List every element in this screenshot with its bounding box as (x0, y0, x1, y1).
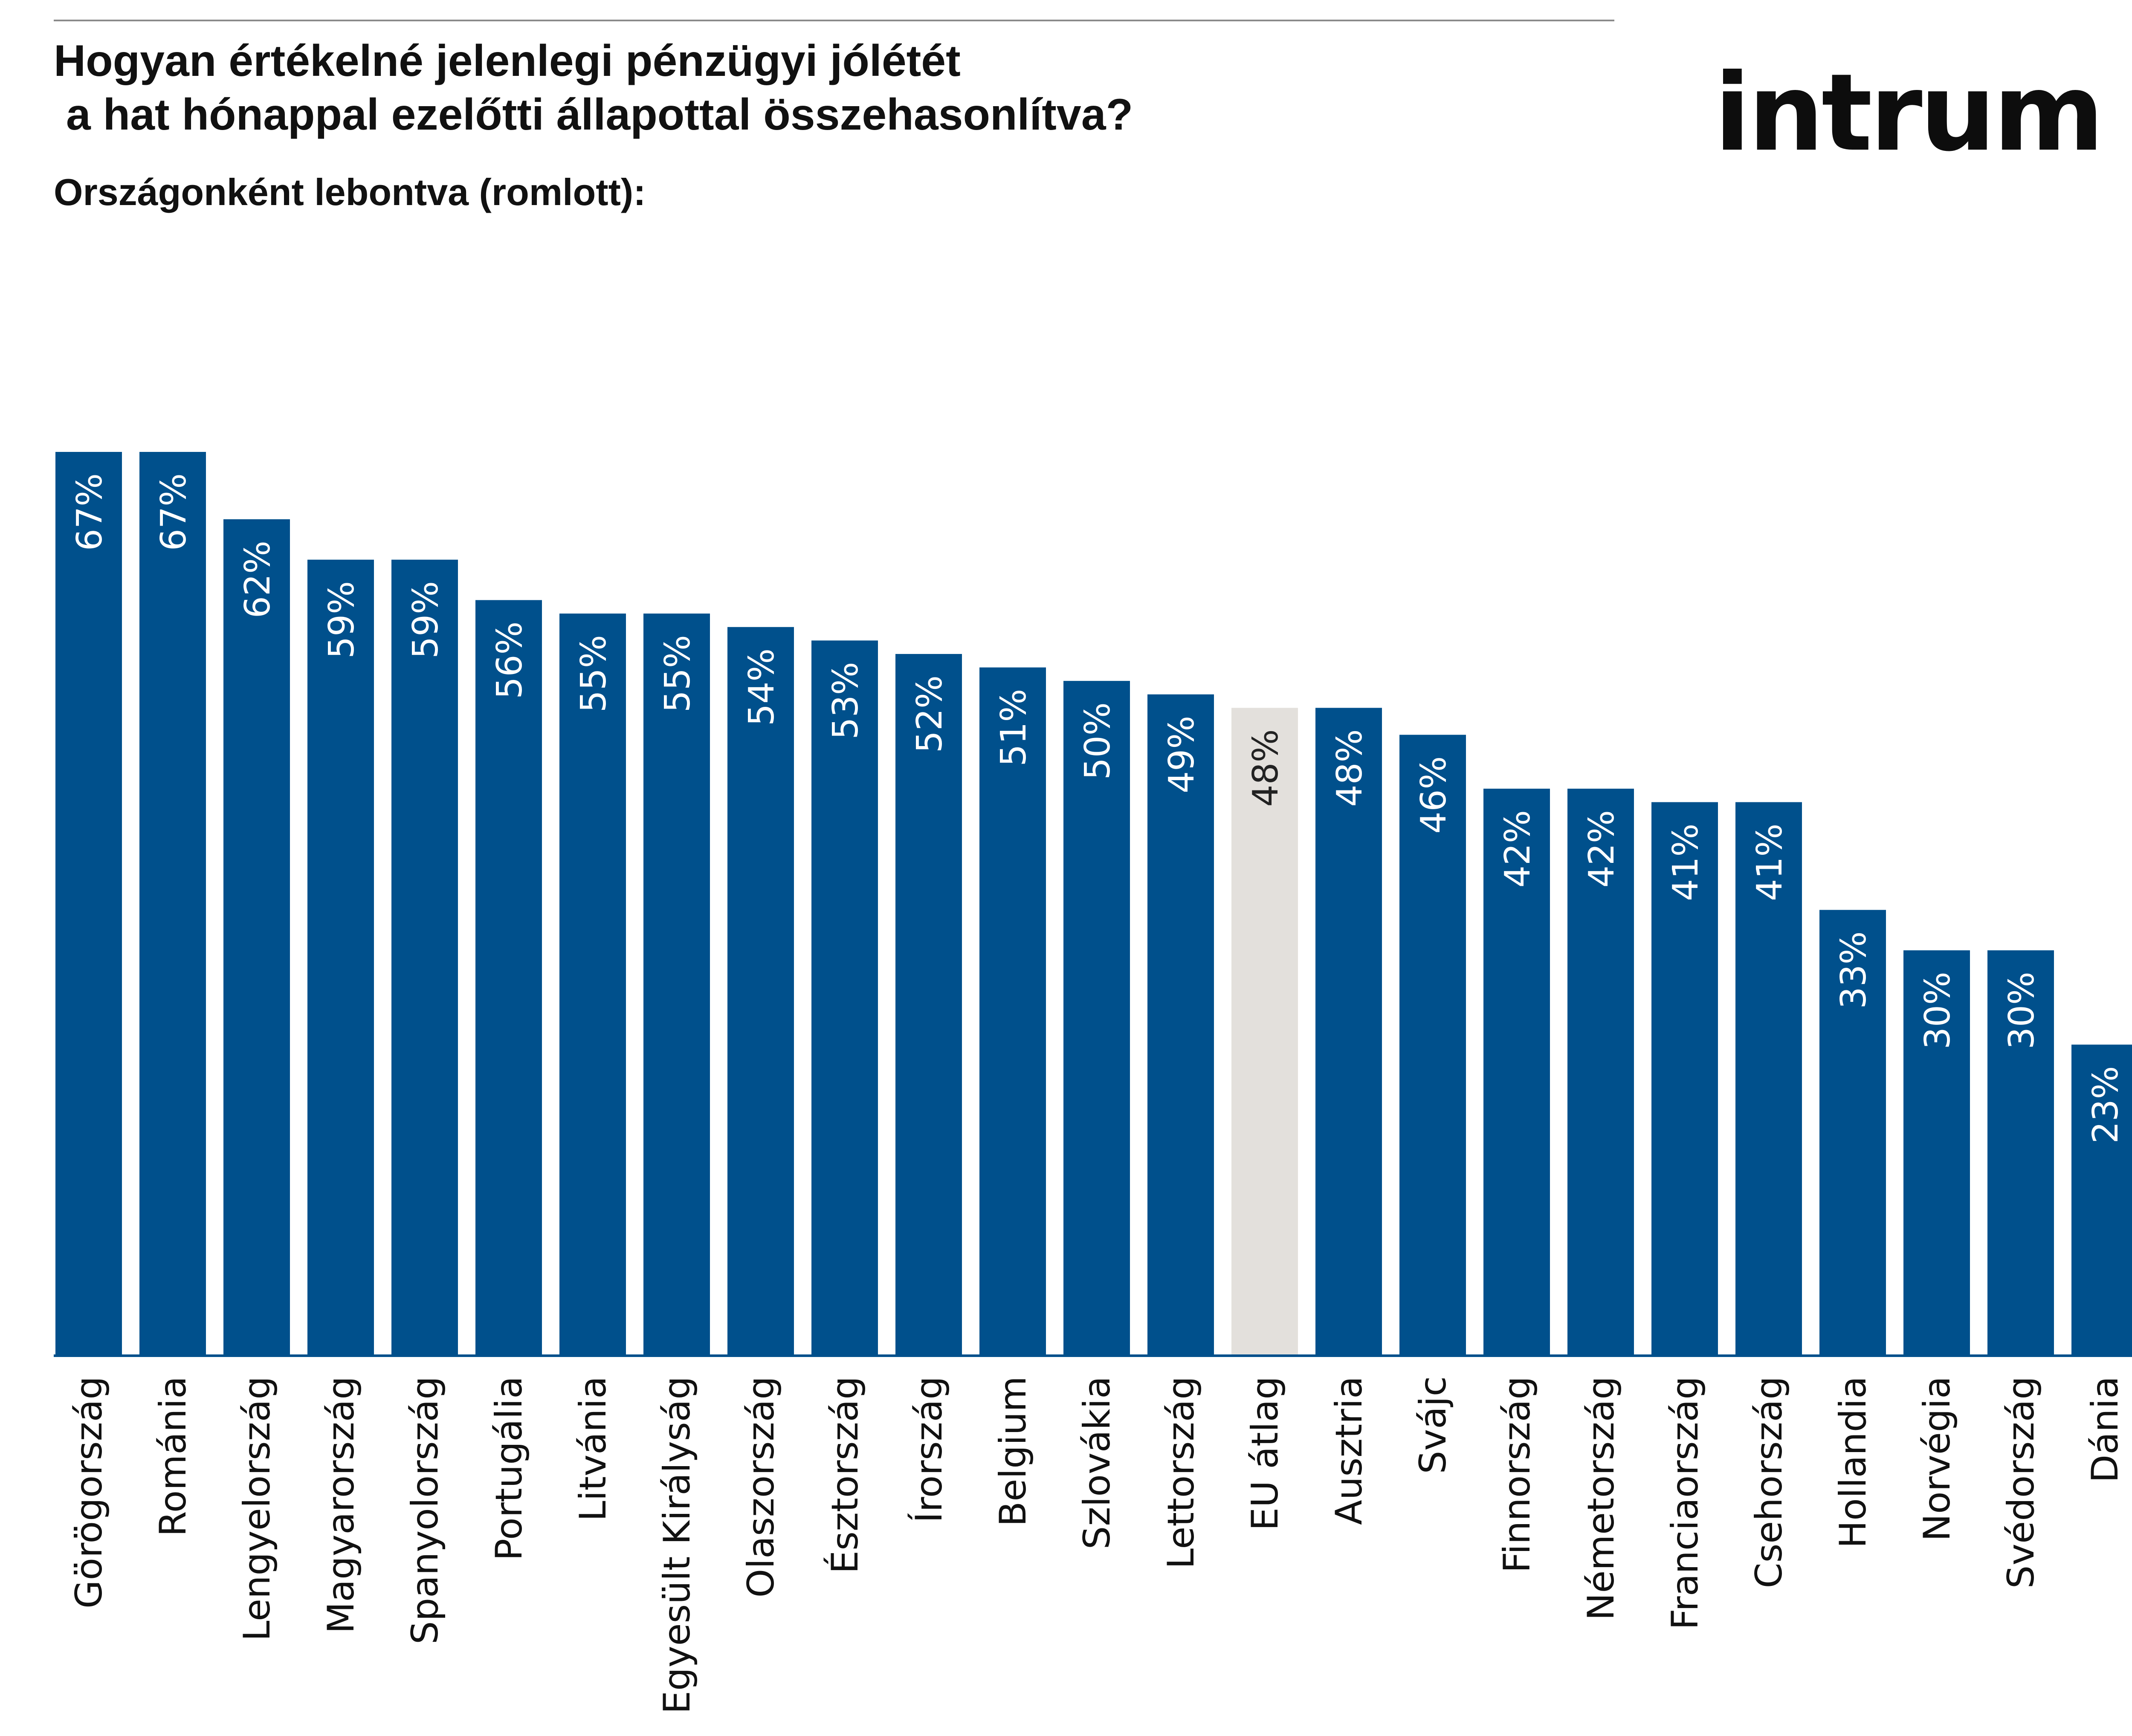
category-label: Finnország (1496, 1376, 1538, 1573)
bar (1483, 788, 1550, 1354)
category-label: Görögország (68, 1376, 110, 1609)
bar (727, 627, 794, 1354)
bar-value-label: 23% (2086, 1066, 2126, 1143)
bar (391, 559, 458, 1354)
bar (475, 600, 542, 1354)
bar (1651, 802, 1718, 1354)
top-rule (54, 20, 1614, 21)
bar (559, 613, 626, 1354)
bar (811, 640, 878, 1354)
bar (139, 452, 206, 1354)
bar-value-label: 48% (1246, 729, 1286, 807)
bar-value-label: 53% (826, 662, 866, 739)
category-label: Írország (907, 1376, 950, 1523)
bar (1399, 735, 1466, 1354)
chart-title: Hogyan értékelné jelenlegi pénzügyi jólé… (54, 36, 1133, 139)
bar (1819, 910, 1886, 1354)
bar-value-label: 59% (406, 581, 446, 659)
category-label: Egyesült Királyság (656, 1376, 698, 1714)
bar (1315, 708, 1382, 1354)
intrum-logo: intrum (1714, 51, 2104, 175)
category-label: Magyarország (320, 1376, 362, 1634)
chart-subtitle: Országonként lebontva (romlott): (54, 171, 646, 213)
category-label: Franciaország (1664, 1376, 1706, 1630)
category-label: Dánia (2084, 1376, 2126, 1483)
category-label: Portugália (488, 1376, 530, 1561)
category-label: Norvégia (1916, 1376, 1958, 1541)
category-label: Svájc (1412, 1376, 1454, 1474)
category-label: Belgium (992, 1376, 1034, 1527)
bar-value-label: 46% (1414, 756, 1454, 834)
bar-value-label: 67% (154, 473, 194, 551)
category-label: Svédország (2000, 1376, 2042, 1588)
category-label: Szlovákia (1076, 1376, 1118, 1549)
bar-value-label: 55% (574, 635, 614, 712)
bar-value-label: 48% (1330, 729, 1370, 807)
bar (895, 654, 962, 1354)
bar-value-label: 52% (910, 675, 950, 753)
category-label: EU átlag (1244, 1376, 1286, 1531)
category-label: Olaszország (740, 1376, 782, 1597)
category-label: Csehország (1748, 1376, 1790, 1588)
category-label: Litvánia (572, 1376, 614, 1521)
bar-value-label: 30% (2002, 972, 2042, 1049)
bar-value-label: 62% (238, 541, 278, 618)
category-label: Hollandia (1832, 1376, 1874, 1548)
category-label: Németország (1580, 1376, 1622, 1620)
bar-value-label: 49% (1162, 716, 1202, 793)
category-label: Ausztria (1328, 1376, 1370, 1525)
category-label: Lengyelország (236, 1376, 278, 1641)
category-label: Észtország (823, 1376, 866, 1574)
bar (307, 559, 374, 1354)
bar (1231, 708, 1298, 1354)
bar-value-label: 67% (70, 473, 110, 551)
bar (1567, 788, 1634, 1354)
bar-value-label: 30% (1918, 972, 1958, 1049)
bar-value-label: 54% (742, 648, 782, 726)
bar-value-label: 55% (658, 635, 698, 712)
bar-value-label: 51% (994, 689, 1034, 767)
bar-value-label: 33% (1834, 931, 1874, 1009)
category-label: Spanyolország (404, 1376, 446, 1644)
bar (55, 452, 122, 1354)
bar-value-label: 41% (1666, 824, 1706, 901)
bar-value-label: 42% (1582, 810, 1622, 888)
bar (1735, 802, 1802, 1354)
bar-value-label: 50% (1078, 702, 1118, 780)
bar (1063, 681, 1130, 1354)
bar (223, 519, 290, 1354)
bar (1147, 694, 1214, 1354)
bar (643, 613, 710, 1354)
x-axis-baseline (54, 1354, 2132, 1357)
bar (1987, 950, 2054, 1354)
bar (2071, 1044, 2132, 1354)
bar (979, 667, 1046, 1354)
bar-value-label: 59% (322, 581, 362, 659)
category-label: Románia (152, 1376, 194, 1536)
bar-value-label: 56% (490, 622, 530, 699)
category-label: Lettország (1160, 1376, 1202, 1569)
bar-value-label: 41% (1750, 824, 1790, 901)
bar (1903, 950, 1970, 1354)
bar-value-label: 42% (1498, 810, 1538, 888)
